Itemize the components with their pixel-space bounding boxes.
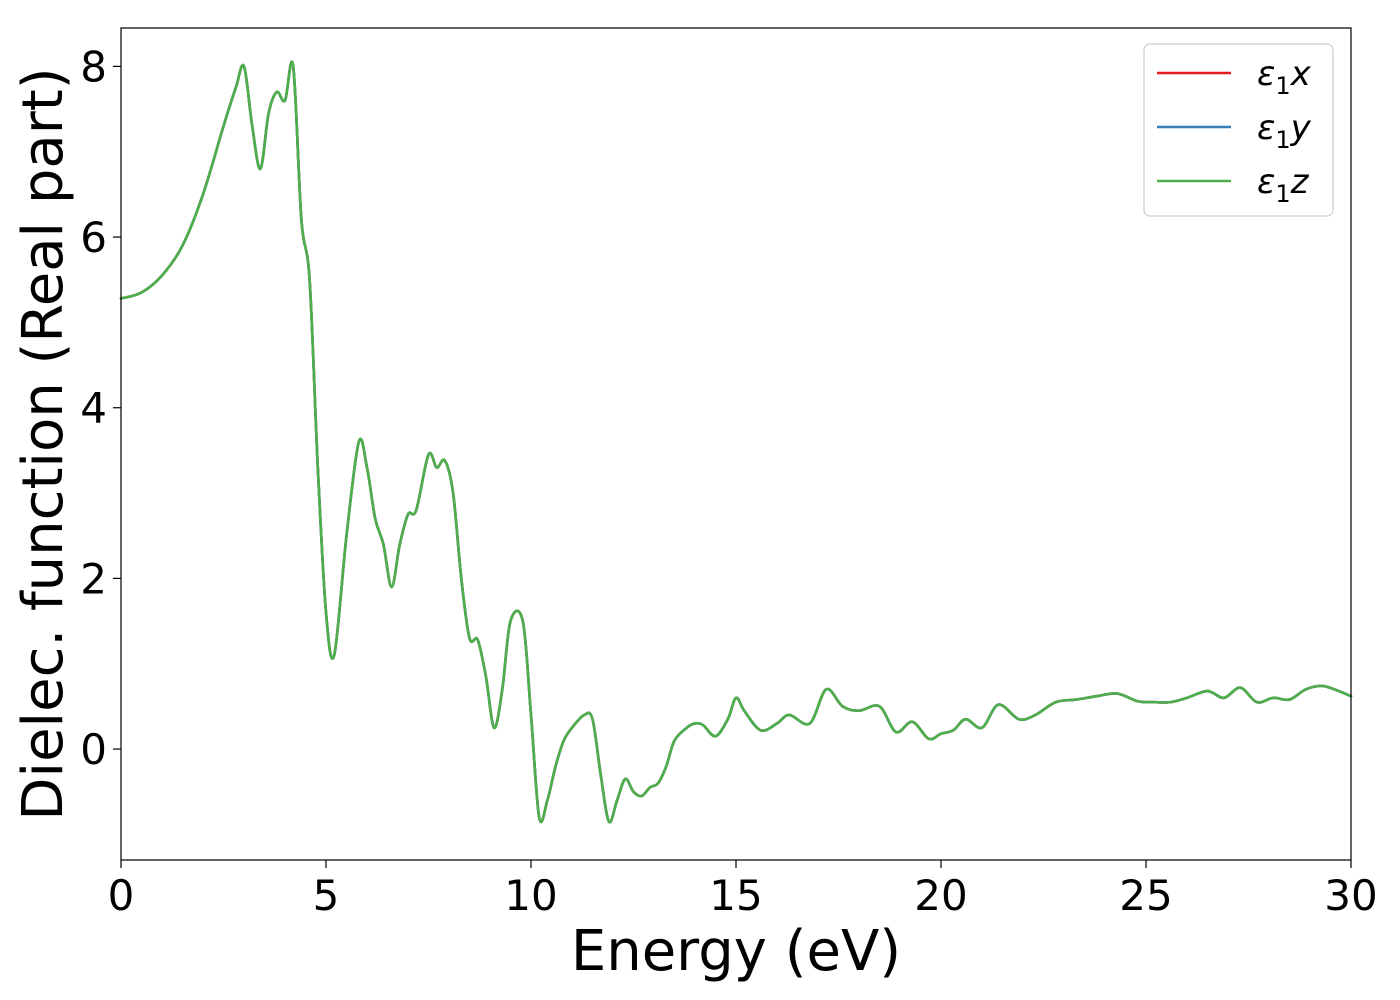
legend-label-1: ε1x [1257, 54, 1312, 100]
x-tick-label: 5 [313, 871, 340, 920]
x-tick-label: 0 [108, 871, 135, 920]
series-line-3 [119, 60, 1353, 824]
legend-label-2: ε1y [1257, 108, 1312, 154]
y-tick-label: 8 [80, 42, 107, 91]
x-tick-label: 25 [1119, 871, 1172, 920]
x-tick-label: 30 [1324, 871, 1377, 920]
y-axis-label: Dielec. function (Real part) [11, 67, 76, 820]
x-axis-label: Energy (eV) [571, 919, 901, 984]
y-axis-ticks: 0 2 4 6 8 [80, 42, 121, 774]
x-tick-label: 20 [914, 871, 967, 920]
legend-label-3: ε1z [1257, 162, 1310, 208]
y-tick-label: 4 [80, 384, 107, 433]
x-axis-ticks: 0 5 10 15 20 25 30 [108, 860, 1378, 920]
legend-box [1143, 43, 1334, 217]
series-layer [119, 60, 1353, 824]
x-tick-label: 10 [504, 871, 557, 920]
y-tick-label: 2 [80, 554, 107, 603]
legend: ε1x ε1y ε1z [1143, 43, 1334, 217]
y-tick-label: 6 [80, 213, 107, 262]
x-tick-label: 15 [709, 871, 762, 920]
y-tick-label: 0 [80, 725, 107, 774]
